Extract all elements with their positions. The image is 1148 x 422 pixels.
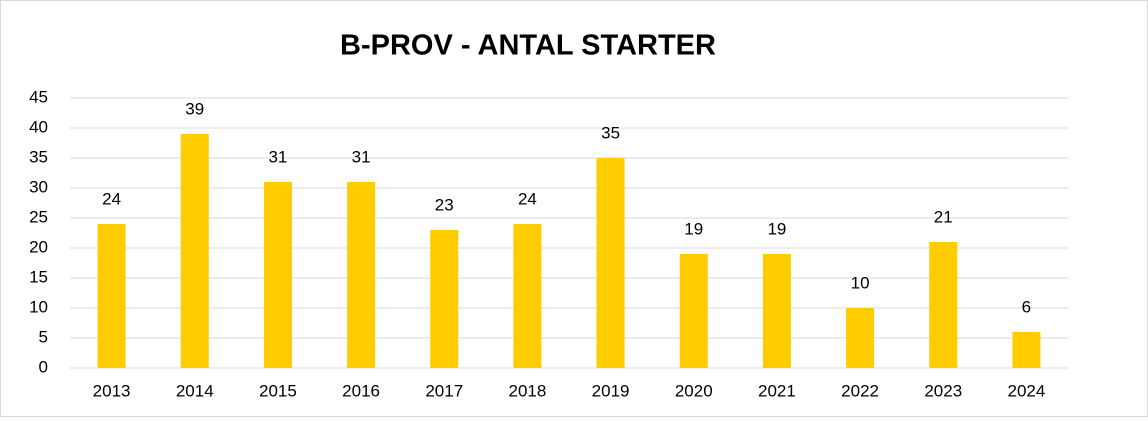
x-tick-label: 2018 — [509, 381, 547, 400]
bar — [679, 254, 708, 368]
y-tick-label: 40 — [29, 117, 48, 136]
x-tick-label: 2024 — [1008, 381, 1046, 400]
bar — [347, 182, 376, 368]
data-label: 24 — [518, 189, 537, 208]
x-tick-label: 2019 — [592, 381, 630, 400]
data-label: 39 — [185, 99, 204, 118]
x-tick-label: 2014 — [176, 381, 214, 400]
chart-title: B-PROV - ANTAL STARTER — [340, 30, 716, 62]
y-tick-label: 0 — [39, 357, 48, 376]
data-label: 6 — [1022, 297, 1031, 316]
y-tick-label: 5 — [39, 327, 48, 346]
data-label: 19 — [767, 219, 786, 238]
x-tick-label: 2017 — [425, 381, 463, 400]
x-tick-label: 2023 — [924, 381, 962, 400]
data-label: 19 — [684, 219, 703, 238]
data-label: 23 — [435, 195, 454, 214]
y-tick-label: 45 — [29, 87, 48, 106]
bar — [430, 230, 459, 368]
data-label: 31 — [268, 147, 287, 166]
y-tick-label: 10 — [29, 297, 48, 316]
bar — [1012, 332, 1041, 368]
y-tick-label: 25 — [29, 207, 48, 226]
bar — [97, 224, 126, 368]
x-tick-label: 2013 — [93, 381, 131, 400]
data-label: 35 — [601, 123, 620, 142]
data-label: 21 — [934, 207, 953, 226]
data-label: 31 — [352, 147, 371, 166]
data-label: 10 — [851, 273, 870, 292]
x-tick-label: 2022 — [841, 381, 879, 400]
x-tick-label: 2015 — [259, 381, 297, 400]
bar — [263, 182, 292, 368]
y-tick-label: 15 — [29, 267, 48, 286]
data-label: 24 — [102, 189, 121, 208]
x-tick-label: 2021 — [758, 381, 796, 400]
y-tick-label: 30 — [29, 177, 48, 196]
bar — [929, 242, 958, 368]
x-tick-label: 2016 — [342, 381, 380, 400]
bar — [596, 158, 625, 368]
y-tick-label: 20 — [29, 237, 48, 256]
bar — [846, 308, 875, 368]
y-tick-label: 35 — [29, 147, 48, 166]
bar — [762, 254, 791, 368]
x-tick-label: 2020 — [675, 381, 713, 400]
bar — [513, 224, 542, 368]
bar — [180, 134, 209, 368]
